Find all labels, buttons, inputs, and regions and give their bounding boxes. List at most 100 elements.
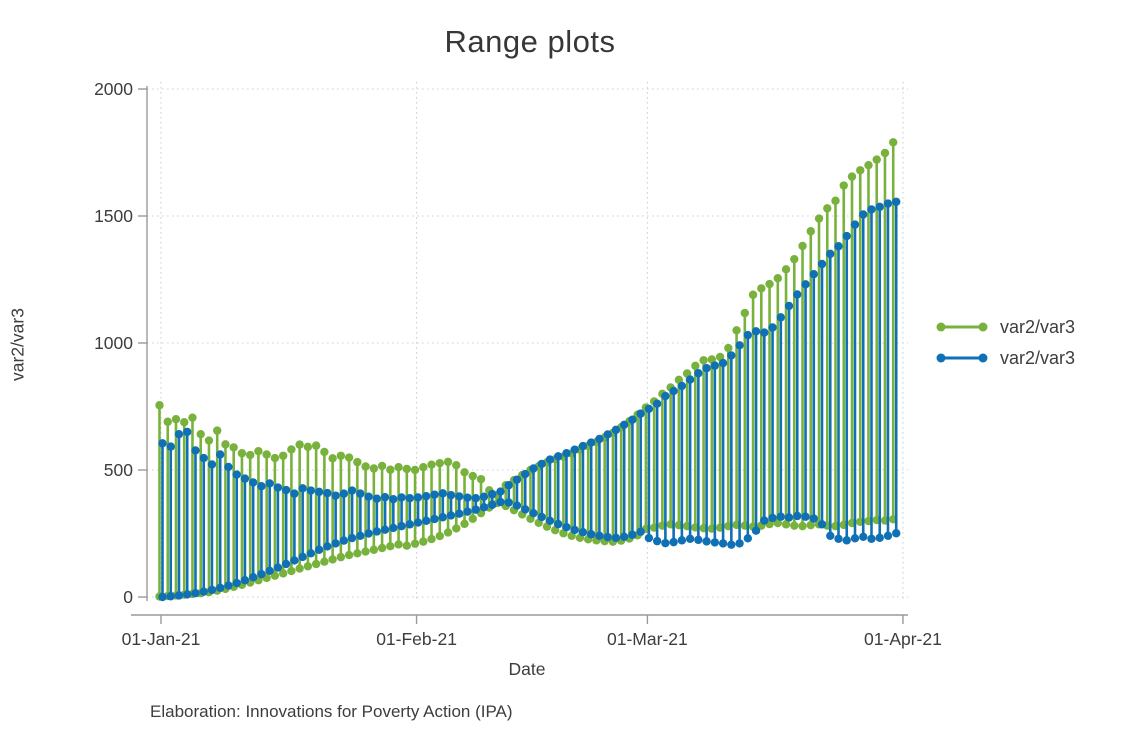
range-dot-low-blue-range [257,569,266,579]
range-dot-high-blue-range [619,420,629,429]
range-dot-high-green-range [732,326,741,335]
range-dot-high-green-range [773,274,782,283]
range-dot-high-green-range [460,468,469,477]
range-dot-high-blue-range [784,301,794,311]
range-dot-high-blue-range [323,488,332,498]
range-dot-high-green-range [724,343,733,353]
range-dot-high-blue-range [743,330,753,340]
range-dot-low-blue-range [570,525,579,535]
range-dot-low-blue-range [298,552,307,562]
range-dot-high-green-range [691,361,700,371]
y-tick-label: 1500 [94,206,133,226]
range-dot-low-green-range [278,569,288,578]
range-dot-high-blue-range [529,464,538,473]
range-dot-high-green-range [369,464,379,473]
range-dot-high-blue-range [710,361,720,370]
range-dot-high-green-range [880,148,890,158]
range-dot-low-blue-range [422,516,431,525]
range-dot-low-blue-range [224,581,233,590]
range-dot-high-green-range [278,451,288,460]
range-dot-low-blue-range [826,531,835,540]
range-dot-low-blue-range [751,526,761,535]
legend-item-green: var2/var3 [936,314,1075,340]
y-tick-label: 0 [123,587,133,607]
range-dot-high-green-range [295,440,304,449]
y-axis-title: var2/var3 [7,308,28,381]
range-dot-high-blue-range [224,462,233,472]
range-dot-high-green-range [699,356,708,365]
range-dot-high-green-range [311,441,321,450]
range-dot-high-blue-range [603,430,612,439]
range-dot-high-blue-range [801,280,810,289]
range-dot-high-green-range [864,161,873,170]
range-dot-low-blue-range [702,537,711,546]
range-dot-low-green-range [419,537,428,546]
range-dot-high-green-range [476,474,486,484]
range-dot-high-blue-range [809,269,818,279]
range-dot-high-blue-range [661,391,670,401]
range-dot-high-blue-range [834,242,843,251]
legend-symbol-blue [936,353,988,363]
x-tick-label: 01-Mar-21 [607,629,688,649]
range-dot-high-blue-range [504,481,513,490]
range-dot-high-blue-range [265,479,274,488]
range-dot-high-green-range [427,460,436,469]
range-dot-low-blue-range [677,536,687,545]
range-dot-high-blue-range [595,434,604,444]
range-dot-low-blue-range [364,529,373,538]
range-dot-low-blue-range [603,532,612,542]
range-dot-low-blue-range [586,530,596,539]
range-dot-high-green-range [221,440,230,449]
range-dot-high-green-range [394,463,403,472]
range-dot-high-green-range [245,450,255,460]
range-dot-low-blue-range [562,522,571,532]
range-dot-high-green-range [180,418,189,427]
x-axis-title: Date [508,659,546,679]
range-dot-low-blue-range [479,503,489,512]
range-dot-low-green-range [295,564,304,573]
range-dot-low-blue-range [339,536,349,545]
range-dot-high-green-range [328,454,337,463]
range-dot-low-blue-range [521,505,530,514]
range-dot-high-blue-range [793,290,802,299]
range-dot-high-green-range [254,447,263,456]
y-tick-label: 500 [104,460,133,480]
range-dot-high-blue-range [446,490,456,500]
range-dot-high-green-range [823,204,832,213]
range-dot-high-green-range [468,471,477,481]
range-dot-high-blue-range [314,487,324,497]
range-dot-high-blue-range [842,231,851,241]
range-dot-high-green-range [213,426,222,435]
range-dot-high-blue-range [331,491,340,500]
range-dot-high-blue-range [372,494,382,503]
range-dot-high-blue-range [578,441,588,451]
range-dot-low-green-range [353,549,362,558]
range-dot-high-green-range [237,449,247,458]
range-dot-low-blue-range [529,508,538,518]
range-dot-high-blue-range [257,482,266,491]
range-dot-high-blue-range [644,404,654,413]
range-dot-high-blue-range [405,493,415,503]
range-dot-high-blue-range [537,459,546,469]
range-dot-low-blue-range [347,533,357,543]
range-dot-high-blue-range [356,489,365,498]
range-dot-high-green-range [303,442,313,452]
y-tick-label: 1000 [94,333,133,353]
range-dot-high-blue-range [471,493,480,503]
range-dot-low-blue-range [611,533,621,543]
range-dot-high-green-range [287,445,296,454]
range-dot-low-blue-range [232,578,241,588]
range-dot-low-green-range [443,528,453,537]
range-dot-low-blue-range [801,512,810,521]
range-dot-low-blue-range [446,511,456,520]
range-dot-high-blue-range [281,485,291,495]
range-dot-low-blue-range [892,529,901,538]
range-dot-high-blue-range [628,415,637,424]
range-dot-low-blue-range [380,525,390,534]
range-dot-low-green-range [806,520,815,530]
range-dot-low-blue-range [413,518,423,527]
range-dot-low-green-range [303,562,313,571]
range-dot-high-blue-range [859,210,868,219]
